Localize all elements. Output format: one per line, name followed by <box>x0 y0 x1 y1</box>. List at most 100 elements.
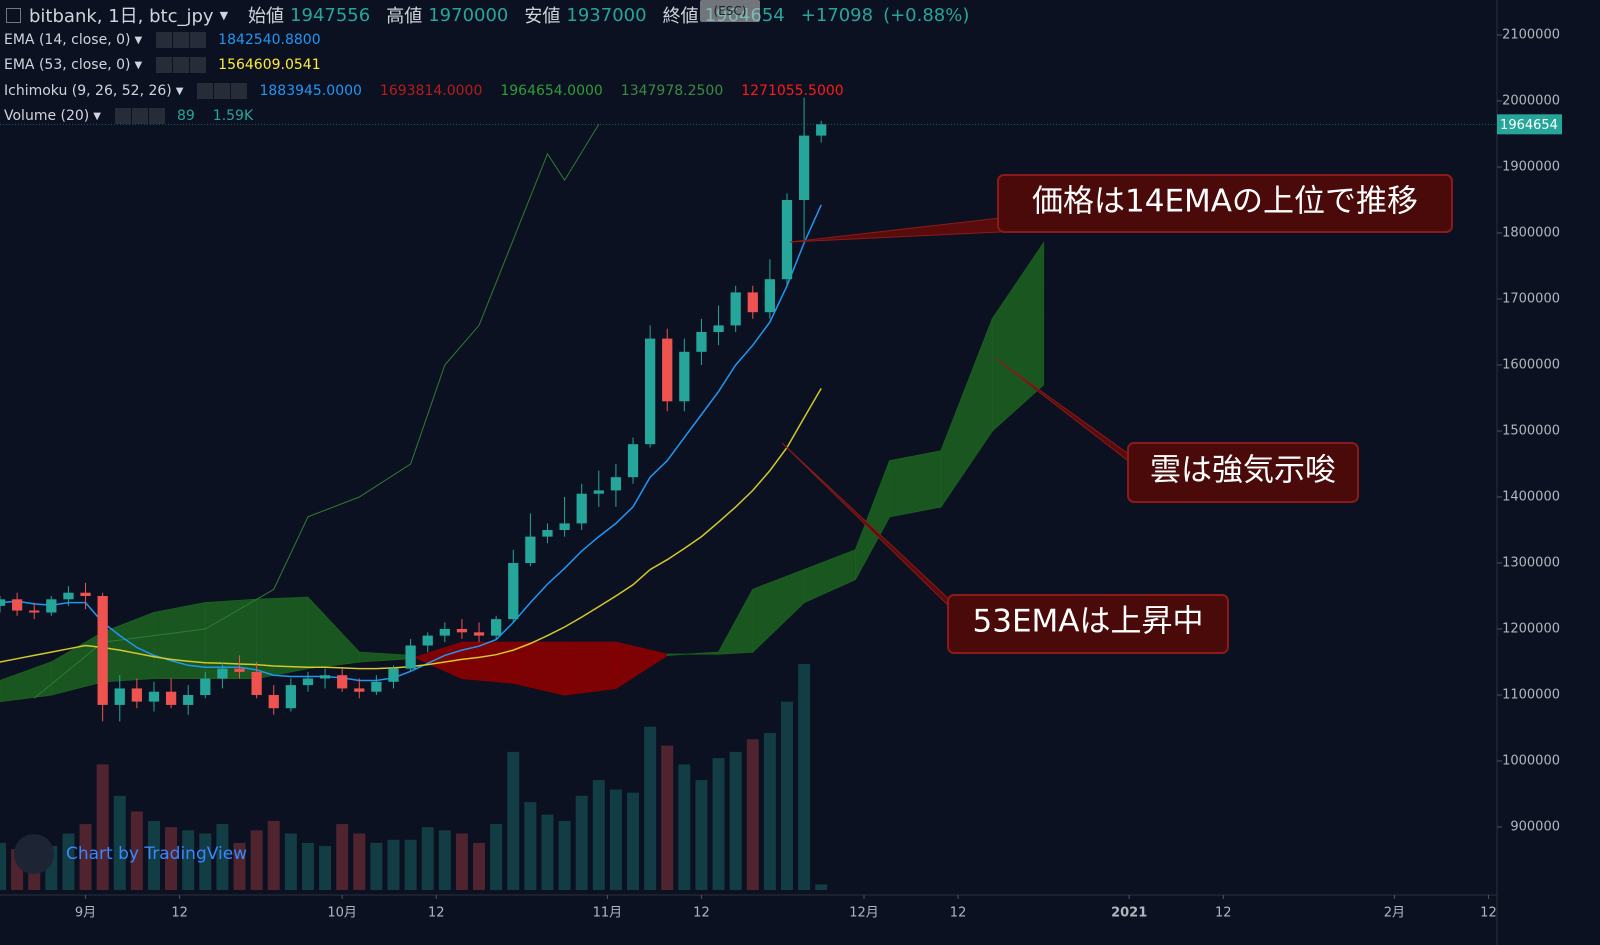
collapse-icon[interactable] <box>6 7 21 23</box>
x-tick-label: 2021 <box>1111 906 1147 921</box>
x-tick-label: 12 <box>950 906 967 921</box>
x-tick-label: 12 <box>428 906 445 921</box>
candle-body <box>508 563 519 620</box>
symbol-title[interactable]: bitbank, 1日, btc_jpy <box>29 6 214 27</box>
indicator-value: 1964654.0000 <box>500 83 603 99</box>
control-icon[interactable] <box>190 57 207 73</box>
indicator-controls <box>114 108 165 124</box>
dropdown-arrow[interactable]: ▼ <box>134 59 143 71</box>
control-icon[interactable] <box>156 57 173 73</box>
y-tick-label: 1800000 <box>1502 225 1560 240</box>
dropdown-arrow[interactable]: ▼ <box>219 8 229 22</box>
volume-bar <box>763 733 776 890</box>
candle-body <box>200 678 211 696</box>
y-tick-label: 1500000 <box>1502 423 1560 438</box>
candle-body <box>29 610 40 613</box>
y-tick-label: 1000000 <box>1502 754 1560 769</box>
y-tick-label: 1300000 <box>1502 556 1560 571</box>
x-tick-label: 12 <box>171 906 188 921</box>
candle-body <box>610 477 622 491</box>
volume-bar <box>473 842 486 890</box>
candle-body <box>148 691 160 702</box>
indicator-row: Volume (20) ▼ 89 1.59K <box>4 105 267 127</box>
candle-body <box>46 599 57 613</box>
volume-bar <box>815 884 828 890</box>
volume-bar <box>438 830 451 890</box>
indicator-row: EMA (53, close, 0) ▼ 1564609.0541 <box>4 54 335 76</box>
candle-body <box>798 135 810 200</box>
candle-body <box>285 685 296 709</box>
control-icon[interactable] <box>190 32 207 48</box>
volume-bar <box>182 830 195 890</box>
callout-text: 53EMAは上昇中 <box>973 604 1204 640</box>
symbol-header: bitbank, 1日, btc_jpy ▼ 始値 1947556 高値 19700… <box>6 2 979 28</box>
y-tick-label: 1400000 <box>1502 490 1560 505</box>
candle-body <box>80 592 91 597</box>
candle-body <box>730 292 741 326</box>
control-icon[interactable] <box>131 108 148 124</box>
volume-bar <box>113 795 126 890</box>
volume-bar <box>370 842 383 890</box>
volume-bar <box>575 795 588 890</box>
indicator-controls <box>156 32 207 48</box>
change-value: +17098 <box>800 4 874 26</box>
x-tick-label: 12 <box>1215 906 1232 921</box>
volume-bar <box>0 842 6 890</box>
candle-body <box>131 688 143 702</box>
esc-button[interactable]: (ESC) <box>700 0 760 22</box>
volume-bar <box>746 739 759 890</box>
indicator-value: 1271055.5000 <box>741 83 844 99</box>
volume-bar <box>28 858 41 890</box>
indicator-controls <box>197 83 248 99</box>
indicator-value: 89 <box>176 108 195 124</box>
candle-body <box>405 645 416 669</box>
control-icon[interactable] <box>197 83 214 99</box>
ohlc-label: 始値 <box>248 6 285 27</box>
cloud-segment <box>564 641 617 696</box>
volume-bar <box>661 745 674 890</box>
control-icon[interactable] <box>156 32 173 48</box>
y-tick-label: 900000 <box>1510 820 1560 835</box>
volume-bar <box>507 751 520 890</box>
volume-bar <box>11 849 24 890</box>
indicator-value: 1347978.2500 <box>620 83 724 99</box>
control-icon[interactable] <box>214 83 231 99</box>
indicator-name: Ichimoku (9, 26, 52, 26) <box>4 83 172 99</box>
y-tick-label: 2100000 <box>1502 27 1560 42</box>
indicator-value: 1564609.0541 <box>218 57 321 73</box>
ohlc-value: 1947556 <box>290 4 371 26</box>
control-icon[interactable] <box>173 57 190 73</box>
y-tick-label: 1600000 <box>1502 357 1560 372</box>
indicator-value: 1693814.0000 <box>379 83 483 99</box>
candle-body <box>302 678 314 686</box>
control-icon[interactable] <box>173 32 190 48</box>
candle-body <box>491 619 502 636</box>
dropdown-arrow[interactable]: ▼ <box>175 85 184 97</box>
candle-body <box>576 493 587 524</box>
candle-body <box>183 695 194 705</box>
callout-box <box>997 174 1453 233</box>
control-icon[interactable] <box>231 83 248 99</box>
candle-body <box>644 338 656 445</box>
control-icon[interactable] <box>114 108 131 124</box>
candle-body <box>354 688 365 692</box>
change-percent: (+0.88%) <box>883 4 970 26</box>
volume-bar <box>490 824 503 890</box>
y-tick-label: 1200000 <box>1502 622 1560 637</box>
volume-bar <box>729 751 742 890</box>
volume-bar <box>455 833 468 890</box>
x-tick-label: 12 <box>693 906 710 921</box>
x-tick-label: 12 <box>1480 906 1497 921</box>
volume-bar <box>96 764 109 890</box>
indicator-row: Ichimoku (9, 26, 52, 26) ▼ 1883945.0000 169… <box>4 80 858 102</box>
volume-bar <box>353 833 366 890</box>
callout-box <box>1127 442 1359 503</box>
candle-body <box>234 668 245 672</box>
candle-body <box>525 536 536 564</box>
candle-body <box>319 675 331 679</box>
dropdown-arrow[interactable]: ▼ <box>93 110 101 122</box>
control-icon[interactable] <box>148 108 165 124</box>
volume-bar <box>421 827 434 890</box>
dropdown-arrow[interactable]: ▼ <box>134 34 143 46</box>
